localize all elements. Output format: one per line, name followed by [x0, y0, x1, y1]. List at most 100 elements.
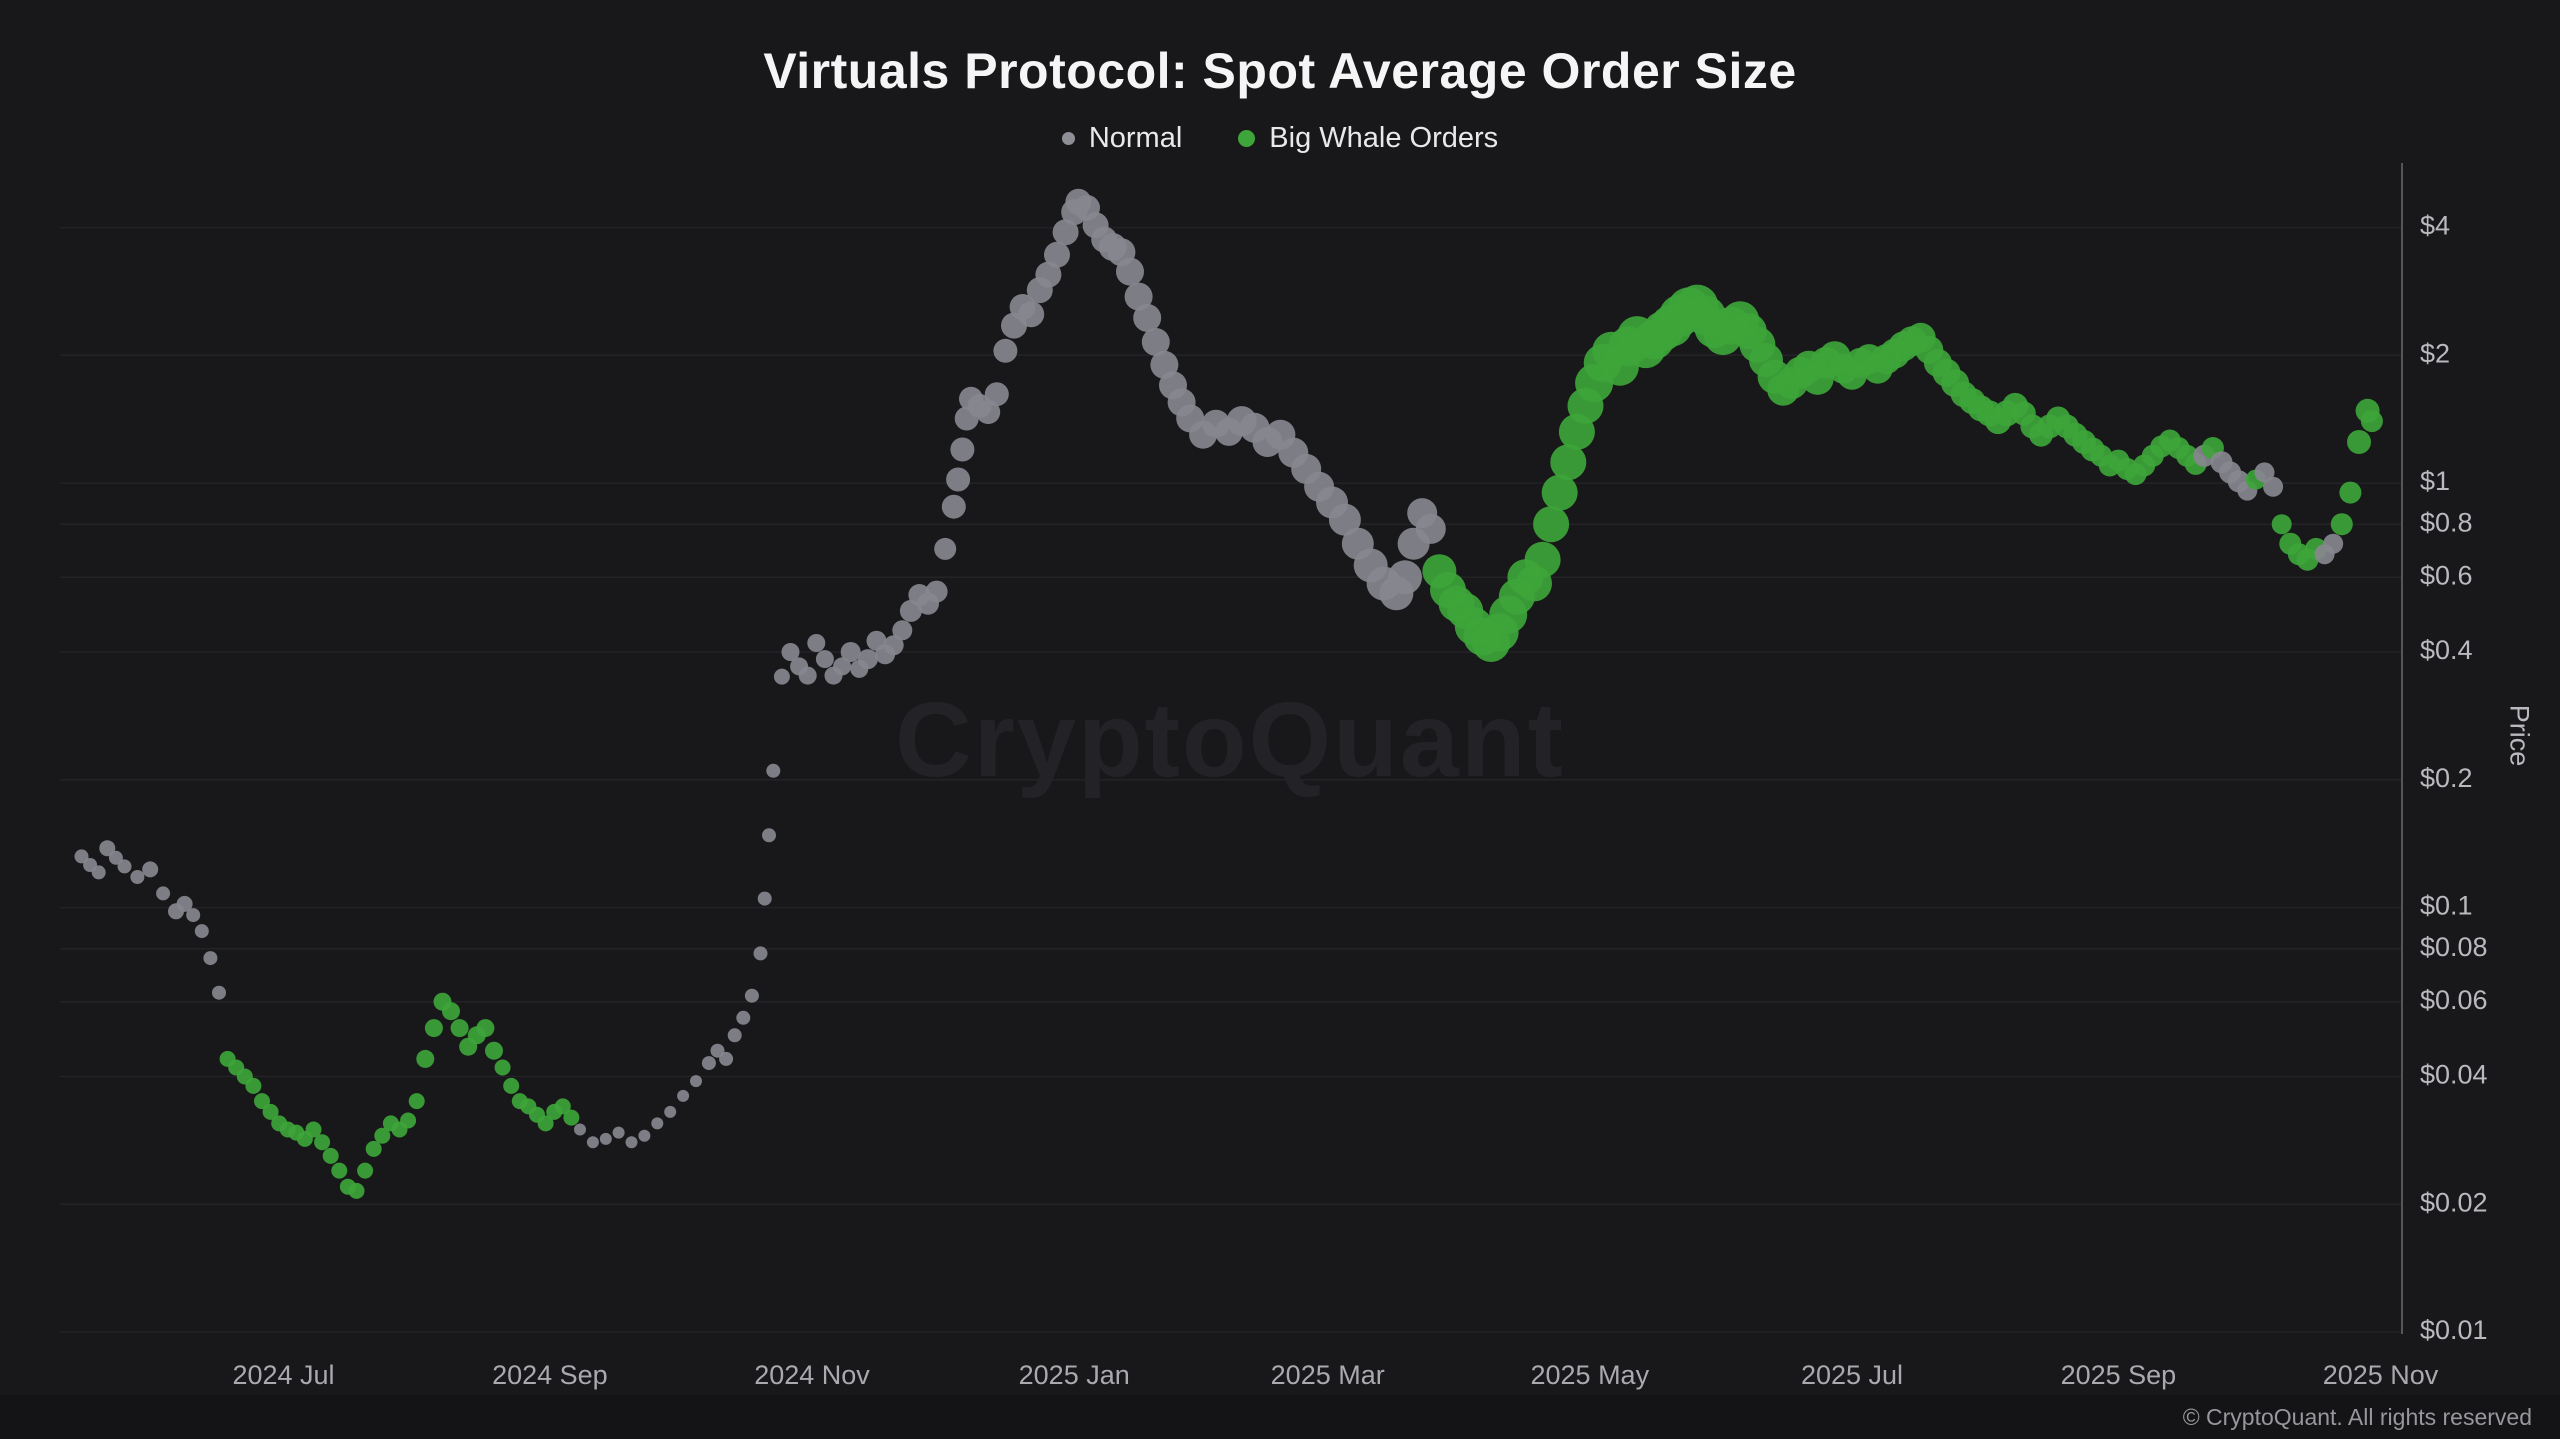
normal-data-point[interactable]	[934, 537, 957, 560]
normal-data-point[interactable]	[651, 1117, 664, 1130]
whale-data-point[interactable]	[476, 1019, 495, 1038]
whale-data-point[interactable]	[365, 1140, 382, 1157]
normal-data-point[interactable]	[574, 1123, 586, 1136]
normal-data-point[interactable]	[840, 642, 861, 662]
normal-data-point[interactable]	[1124, 282, 1153, 311]
normal-data-point[interactable]	[807, 634, 826, 652]
whale-data-point[interactable]	[1533, 506, 1570, 543]
whale-data-point[interactable]	[503, 1077, 520, 1094]
whale-data-point[interactable]	[416, 1049, 435, 1068]
whale-data-point[interactable]	[494, 1059, 511, 1076]
normal-data-point[interactable]	[815, 650, 834, 669]
normal-data-point[interactable]	[719, 1051, 734, 1066]
normal-data-point[interactable]	[993, 338, 1018, 363]
whale-data-point[interactable]	[2347, 430, 2371, 454]
whale-data-point[interactable]	[554, 1098, 571, 1115]
normal-data-point[interactable]	[99, 840, 116, 857]
normal-data-point[interactable]	[176, 895, 193, 912]
whale-data-point[interactable]	[262, 1103, 279, 1120]
normal-data-point[interactable]	[117, 859, 132, 874]
normal-data-point[interactable]	[753, 946, 768, 961]
normal-data-point[interactable]	[946, 467, 971, 492]
normal-data-point[interactable]	[773, 668, 790, 685]
normal-data-point[interactable]	[2263, 476, 2284, 497]
normal-data-point[interactable]	[701, 1056, 716, 1071]
normal-data-point[interactable]	[142, 861, 159, 878]
normal-data-point[interactable]	[1035, 261, 1062, 288]
normal-data-point[interactable]	[194, 924, 209, 939]
legend-item-normal[interactable]: Normal	[1061, 122, 1182, 155]
whale-data-point[interactable]	[1541, 474, 1578, 511]
whale-data-point[interactable]	[374, 1127, 391, 1144]
normal-data-point[interactable]	[625, 1136, 638, 1149]
whale-data-point[interactable]	[400, 1112, 417, 1129]
normal-data-point[interactable]	[1388, 560, 1422, 595]
whale-data-point[interactable]	[322, 1147, 339, 1164]
whale-data-point[interactable]	[408, 1093, 425, 1110]
normal-data-point[interactable]	[727, 1028, 742, 1043]
normal-data-point[interactable]	[833, 657, 852, 676]
normal-data-point[interactable]	[677, 1089, 690, 1102]
legend-item-big-whale-orders[interactable]: Big Whale Orders	[1238, 122, 1498, 155]
whale-data-point[interactable]	[1550, 444, 1587, 481]
normal-data-point[interactable]	[984, 382, 1009, 407]
normal-data-point[interactable]	[203, 951, 218, 966]
normal-data-point[interactable]	[664, 1105, 677, 1118]
normal-data-point[interactable]	[74, 849, 89, 864]
normal-data-point[interactable]	[2323, 533, 2344, 554]
normal-data-point[interactable]	[950, 437, 975, 462]
normal-data-point[interactable]	[1116, 257, 1144, 286]
whale-data-point[interactable]	[2339, 481, 2362, 504]
normal-data-point[interactable]	[976, 400, 1001, 425]
whale-data-point[interactable]	[357, 1162, 374, 1179]
normal-data-point[interactable]	[108, 850, 123, 865]
normal-data-point[interactable]	[941, 494, 966, 519]
normal-data-point[interactable]	[1328, 503, 1361, 536]
whale-data-point[interactable]	[314, 1134, 331, 1151]
normal-data-point[interactable]	[736, 1010, 751, 1025]
whale-data-point[interactable]	[2330, 513, 2353, 536]
normal-data-point[interactable]	[744, 988, 759, 1003]
normal-data-point[interactable]	[766, 763, 781, 778]
whale-data-point[interactable]	[254, 1093, 270, 1110]
normal-data-point[interactable]	[1133, 303, 1162, 332]
whale-data-point[interactable]	[331, 1162, 348, 1179]
normal-data-point[interactable]	[186, 908, 201, 923]
normal-data-point[interactable]	[762, 828, 776, 843]
normal-data-point[interactable]	[892, 620, 913, 641]
whale-data-point[interactable]	[450, 1019, 469, 1038]
whale-data-point[interactable]	[424, 1019, 443, 1038]
normal-data-point[interactable]	[212, 985, 226, 1000]
normal-data-point[interactable]	[1044, 241, 1070, 268]
normal-data-point[interactable]	[1415, 513, 1446, 544]
normal-data-point[interactable]	[690, 1075, 702, 1088]
normal-data-point[interactable]	[2254, 462, 2275, 483]
normal-data-point[interactable]	[857, 649, 878, 670]
whale-data-point[interactable]	[348, 1182, 365, 1199]
whale-data-point[interactable]	[442, 1002, 460, 1021]
normal-data-point[interactable]	[925, 580, 948, 603]
normal-data-point[interactable]	[130, 870, 145, 884]
normal-data-point[interactable]	[883, 635, 904, 656]
normal-data-point[interactable]	[599, 1132, 612, 1145]
normal-data-point[interactable]	[798, 666, 817, 685]
whale-data-point[interactable]	[1524, 541, 1561, 578]
normal-data-point[interactable]	[1052, 219, 1079, 246]
whale-data-point[interactable]	[305, 1121, 322, 1138]
normal-data-point[interactable]	[1018, 301, 1045, 328]
normal-data-point[interactable]	[757, 891, 772, 906]
normal-data-point[interactable]	[1141, 328, 1170, 356]
normal-data-point[interactable]	[612, 1126, 625, 1139]
normal-data-point[interactable]	[91, 865, 106, 880]
normal-data-point[interactable]	[156, 886, 171, 901]
whale-data-point[interactable]	[563, 1109, 580, 1126]
whale-data-point[interactable]	[485, 1041, 503, 1060]
whale-data-point[interactable]	[2360, 410, 2383, 433]
normal-data-point[interactable]	[638, 1129, 651, 1142]
whale-data-point[interactable]	[2271, 514, 2292, 535]
normal-data-point[interactable]	[781, 643, 800, 661]
whale-data-point[interactable]	[537, 1115, 554, 1132]
whale-data-point[interactable]	[245, 1077, 262, 1094]
normal-data-point[interactable]	[586, 1136, 599, 1149]
